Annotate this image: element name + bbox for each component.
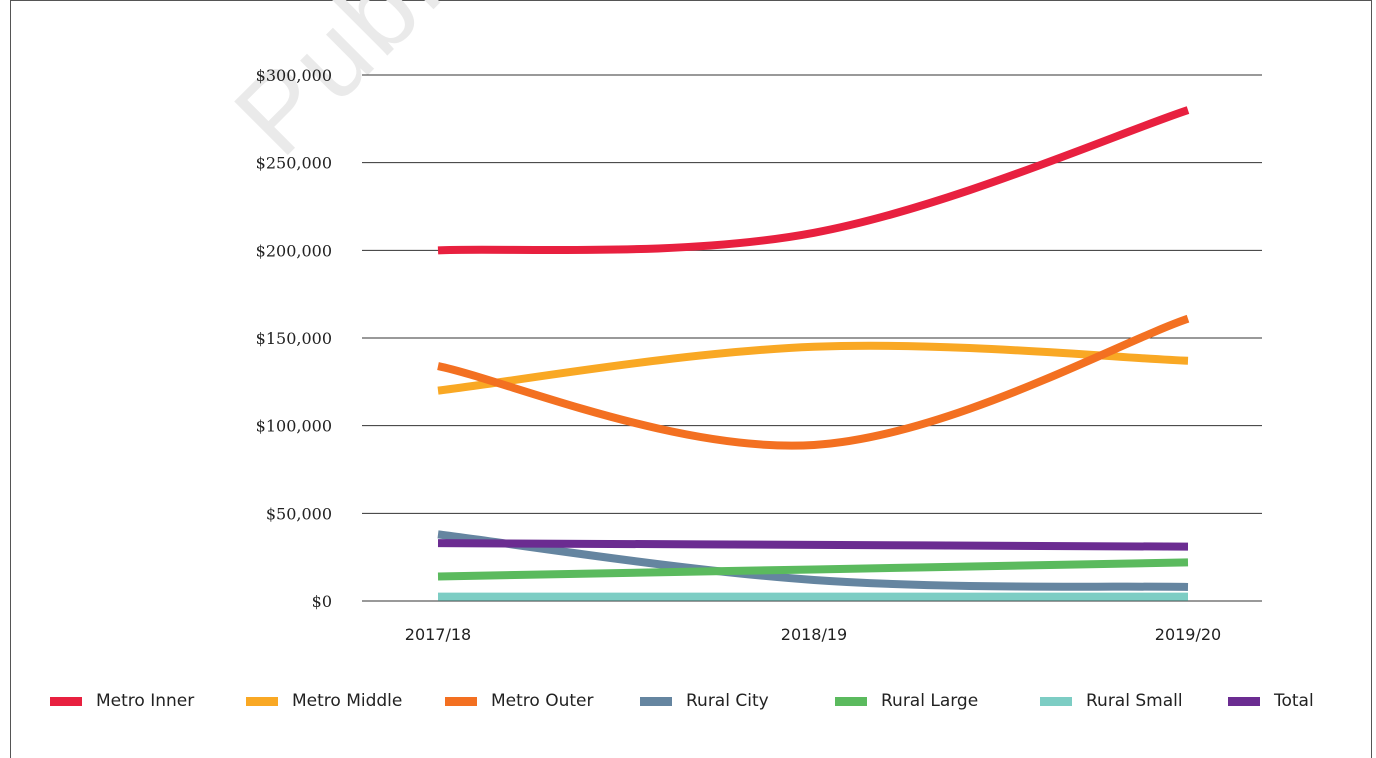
y-tick-label: $100,000 [256, 417, 332, 436]
line-chart: $0 $50,000 $100,000 $150,000 $200,000 $250,00… [256, 66, 1262, 644]
legend-swatch [640, 696, 672, 706]
y-axis-ticks: $0 $50,000 $100,000 $150,000 $200,000 $250,00… [256, 66, 332, 611]
series-line-metro-outer [437, 314, 1190, 450]
legend-item: Total [1228, 688, 1314, 714]
series-line-metro-inner [437, 106, 1190, 255]
legend-swatch [50, 696, 82, 706]
grid-layer [362, 74, 1262, 602]
legend-swatch [835, 696, 867, 706]
x-tick-label: 2018/19 [781, 625, 847, 644]
legend-swatch [1040, 696, 1072, 706]
x-tick-label: 2017/18 [405, 625, 471, 644]
legend-swatch [445, 696, 477, 706]
legend-item: Rural City [640, 688, 769, 714]
legend-swatch [1228, 696, 1260, 706]
legend-label: Rural Small [1086, 691, 1183, 711]
y-tick-label: $300,000 [256, 66, 332, 85]
y-tick-label: $250,000 [256, 154, 332, 173]
y-tick-label: $50,000 [266, 504, 332, 523]
legend-label: Metro Outer [491, 691, 594, 711]
series-line-rural-large [437, 558, 1189, 581]
legend-item: Metro Inner [50, 688, 194, 714]
legend-item: Metro Outer [445, 688, 593, 714]
series-layer [437, 106, 1190, 601]
y-tick-label: $0 [312, 592, 332, 611]
chart-frame [10, 0, 1372, 758]
legend-item: Rural Small [1040, 688, 1183, 714]
series-line-total [437, 539, 1189, 551]
legend-label: Metro Inner [96, 691, 195, 711]
legend-label: Total [1274, 691, 1314, 711]
legend-swatch [246, 696, 278, 706]
y-tick-label: $150,000 [256, 329, 332, 348]
x-axis-ticks: 2017/18 2018/19 2019/20 [405, 625, 1221, 644]
y-tick-label: $200,000 [256, 241, 332, 260]
legend-label: Metro Middle [292, 691, 403, 711]
legend: Metro Inner Metro Middle Metro Outer Rural … [50, 688, 1350, 714]
legend-label: Rural Large [881, 691, 979, 711]
legend-item: Metro Middle [246, 688, 402, 714]
legend-label: Rural City [686, 691, 769, 711]
x-tick-label: 2019/20 [1155, 625, 1221, 644]
legend-item: Rural Large [835, 688, 978, 714]
